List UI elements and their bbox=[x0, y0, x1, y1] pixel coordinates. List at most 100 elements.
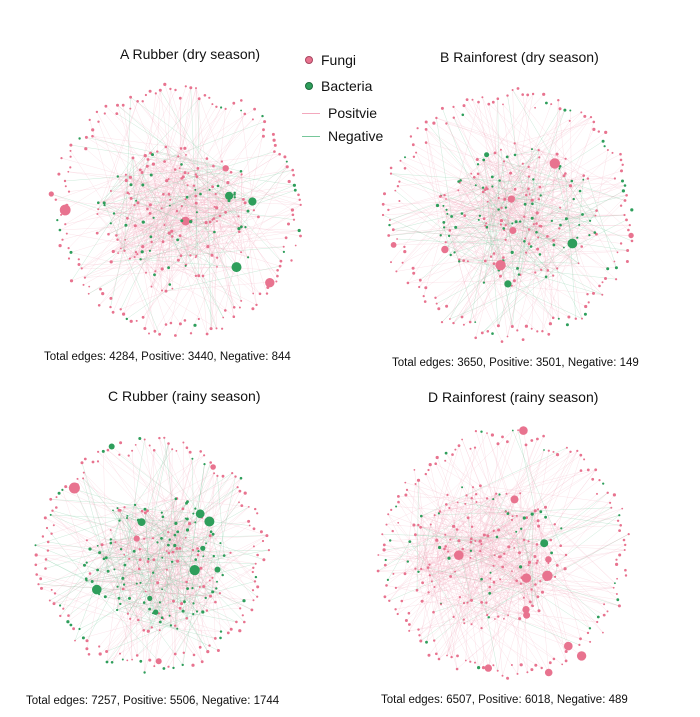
fungi-node bbox=[142, 629, 146, 632]
fungi-node bbox=[479, 550, 482, 553]
negative-edge bbox=[454, 210, 597, 253]
fungi-node bbox=[64, 485, 68, 489]
positive-edge bbox=[129, 171, 242, 195]
positive-edge bbox=[418, 592, 543, 630]
negative-edge bbox=[45, 559, 164, 619]
positive-edge bbox=[470, 447, 568, 543]
positive-edge bbox=[136, 186, 213, 201]
bacteria-node bbox=[149, 173, 153, 177]
fungi-node bbox=[243, 491, 247, 495]
fungi-node bbox=[444, 545, 448, 548]
positive-edge bbox=[512, 223, 526, 239]
positive-edge bbox=[451, 550, 472, 658]
positive-edge bbox=[505, 239, 570, 318]
positive-edge bbox=[425, 474, 459, 556]
negative-edge bbox=[464, 176, 530, 216]
fungi-node bbox=[486, 613, 489, 617]
bacteria-node bbox=[487, 616, 490, 619]
fungi-node bbox=[100, 543, 104, 547]
fungi-node bbox=[550, 103, 553, 106]
bacteria-node bbox=[192, 512, 195, 515]
fungi-node bbox=[502, 103, 504, 106]
fungi-node bbox=[547, 449, 550, 452]
bacteria-node bbox=[510, 250, 514, 254]
positive-edge bbox=[528, 237, 539, 244]
positive-edge bbox=[445, 242, 504, 261]
positive-edge bbox=[467, 507, 612, 603]
positive-edge bbox=[240, 110, 255, 211]
fungi-node bbox=[188, 522, 192, 526]
fungi-node bbox=[232, 306, 236, 309]
positive-edge bbox=[106, 557, 154, 614]
bacteria-node bbox=[184, 264, 187, 267]
positive-line-icon bbox=[302, 112, 320, 115]
negative-edge bbox=[384, 536, 498, 551]
fungi-node bbox=[452, 615, 455, 619]
positive-edge bbox=[196, 203, 208, 335]
positive-edge bbox=[129, 184, 143, 259]
positive-edge bbox=[595, 149, 609, 216]
fungi-node bbox=[557, 99, 560, 102]
positive-edge bbox=[86, 538, 162, 541]
bacteria-node bbox=[176, 627, 179, 630]
fungi-node bbox=[492, 529, 495, 532]
negative-edge bbox=[206, 158, 212, 329]
positive-edge bbox=[140, 169, 196, 175]
positive-edge bbox=[117, 239, 218, 258]
fungi-node bbox=[251, 118, 254, 121]
negative-edge bbox=[420, 616, 454, 642]
bacteria-node bbox=[168, 283, 172, 286]
negative-edge bbox=[60, 520, 139, 617]
fungi-node bbox=[95, 110, 99, 114]
positive-edge bbox=[138, 473, 215, 621]
positive-edge bbox=[178, 156, 228, 183]
positive-edge bbox=[164, 224, 300, 231]
bacteria-node bbox=[211, 590, 215, 594]
fungi-node bbox=[178, 547, 182, 550]
fungi-node bbox=[163, 436, 166, 439]
bacteria-node bbox=[449, 253, 452, 257]
fungi-node bbox=[493, 151, 497, 155]
bacteria-node bbox=[225, 191, 234, 200]
positive-edge bbox=[532, 214, 625, 219]
positive-edge bbox=[478, 187, 484, 220]
fungi-node bbox=[195, 87, 197, 90]
fungi-node bbox=[192, 184, 196, 187]
bacteria-node bbox=[216, 184, 220, 188]
fungi-node bbox=[69, 166, 72, 169]
positive-edge bbox=[173, 531, 178, 602]
fungi-node bbox=[596, 492, 598, 495]
positive-edge bbox=[498, 185, 626, 210]
fungi-node bbox=[116, 238, 119, 241]
fungi-node bbox=[256, 585, 260, 589]
fungi-node bbox=[493, 554, 496, 557]
fungi-node bbox=[405, 488, 409, 491]
positive-edge bbox=[418, 524, 530, 563]
bacteria-node bbox=[484, 152, 490, 158]
bacteria-node bbox=[474, 321, 477, 323]
positive-edge bbox=[436, 541, 529, 654]
fungi-node bbox=[499, 578, 502, 581]
positive-edge bbox=[66, 233, 197, 257]
positive-edge bbox=[84, 508, 183, 566]
fungi-node bbox=[178, 606, 182, 610]
fungi-node bbox=[534, 663, 538, 667]
fungi-node bbox=[49, 497, 53, 501]
positive-edge bbox=[447, 494, 489, 669]
positive-edge bbox=[386, 524, 482, 629]
fungi-node bbox=[547, 332, 551, 336]
negative-edge bbox=[436, 269, 499, 304]
fungi-node bbox=[583, 114, 587, 118]
fungi-node bbox=[98, 645, 101, 648]
positive-edge bbox=[81, 239, 126, 269]
bacteria-node bbox=[169, 624, 172, 627]
positive-edge bbox=[153, 163, 259, 218]
positive-edge bbox=[477, 164, 560, 169]
fungi-node bbox=[411, 266, 415, 270]
positive-edge bbox=[180, 220, 182, 256]
bacteria-node bbox=[482, 281, 485, 284]
positive-edge bbox=[578, 263, 600, 287]
positive-edge bbox=[471, 441, 508, 527]
positive-edge bbox=[438, 513, 522, 584]
bacteria-node bbox=[504, 280, 512, 288]
